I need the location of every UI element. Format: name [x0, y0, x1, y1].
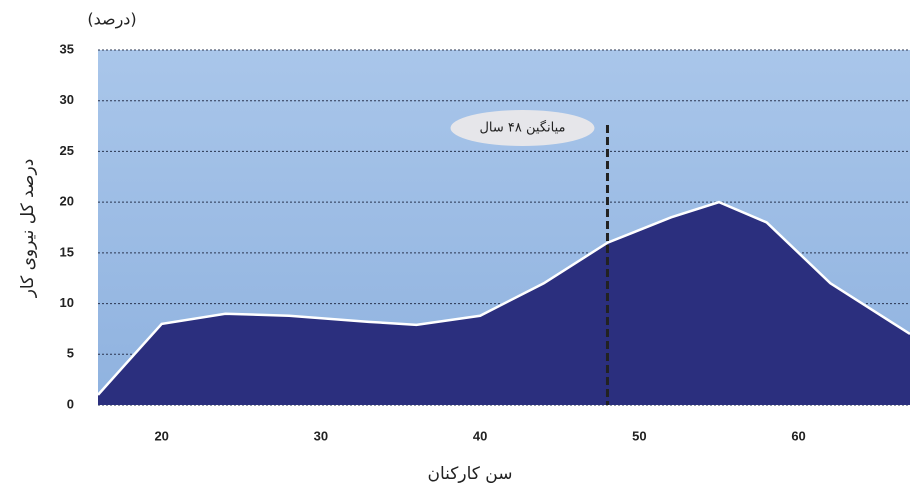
- y-tick-label: 0: [67, 396, 74, 411]
- chart: (درصد) درصد کل نیروی کار سن کارکنان 0 5 10…: [0, 0, 910, 490]
- y-tick-label: 10: [60, 295, 74, 310]
- mean-label: میانگین ۴۸ سال: [479, 120, 565, 136]
- x-axis-label: سن کارکنان: [428, 464, 513, 484]
- x-tick-label: 30: [314, 428, 328, 443]
- y-tick-label: 20: [60, 194, 74, 209]
- x-tick-label: 20: [154, 428, 168, 443]
- y-tick-label: 35: [60, 41, 74, 56]
- x-tick-label: 60: [791, 428, 805, 443]
- unit-label: (درصد): [87, 10, 136, 30]
- y-axis-label: درصد کل نیروی کار: [18, 159, 38, 299]
- y-tick-label: 5: [67, 346, 74, 361]
- y-tick-label: 30: [60, 92, 74, 107]
- y-tick-label: 15: [60, 244, 74, 259]
- x-tick-label: 50: [632, 428, 646, 443]
- x-tick-label: 40: [473, 428, 487, 443]
- y-tick-label: 25: [60, 143, 74, 158]
